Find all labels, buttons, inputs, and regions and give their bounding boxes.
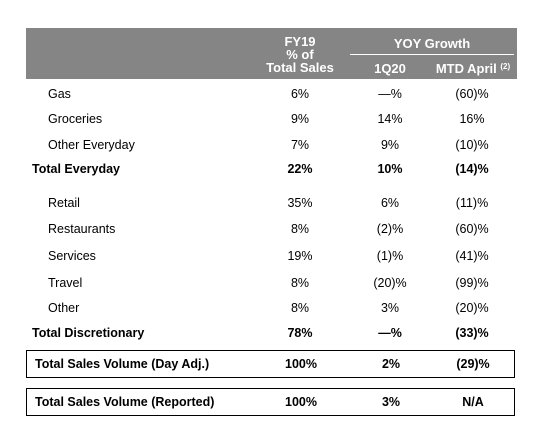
row-fy-share: 6% — [290, 87, 310, 101]
row-1q20: 14% — [377, 112, 403, 126]
row-mtd-april: N/A — [462, 395, 484, 409]
row-label: Other Everyday — [48, 138, 135, 152]
header-fy-line3: Total Sales — [266, 60, 334, 75]
table-row-total-discretionary: Total Discretionary 78% —% (33)% — [0, 326, 544, 346]
row-label: Other — [48, 301, 80, 315]
row-1q20: 10% — [377, 162, 403, 176]
row-mtd-april: (11)% — [455, 196, 489, 210]
row-fy-share: 8% — [290, 276, 310, 290]
row-1q20: —% — [378, 87, 402, 101]
row-1q20: (20)% — [373, 276, 407, 290]
row-mtd-april: (41)% — [455, 249, 489, 263]
row-fy-share: 8% — [290, 222, 310, 236]
row-label: Total Sales Volume (Day Adj.) — [35, 357, 210, 371]
table-row: Services 19% (1)% (41)% — [0, 249, 544, 269]
row-label: Travel — [48, 276, 83, 290]
row-fy-share: 9% — [290, 112, 310, 126]
row-label: Groceries — [48, 112, 103, 126]
table-row-total-everyday: Total Everyday 22% 10% (14)% — [0, 162, 544, 182]
row-mtd-april: (99)% — [455, 276, 489, 290]
header-fy-line2: % of — [286, 47, 314, 62]
table-row-total-day-adjusted: Total Sales Volume (Day Adj.) 100% 2% (2… — [1, 357, 544, 377]
row-label: Total Sales Volume (Reported) — [35, 395, 215, 409]
table-row: Other Everyday 7% 9% (10)% — [0, 138, 544, 158]
row-label: Services — [48, 249, 96, 263]
row-1q20: 9% — [380, 138, 400, 152]
table-row: Retail 35% 6% (11)% — [0, 196, 544, 216]
row-mtd-april: (10)% — [455, 138, 489, 152]
row-fy-share: 78% — [287, 326, 313, 340]
row-mtd-april: (33)% — [455, 326, 489, 340]
row-1q20: 2% — [381, 357, 401, 371]
row-1q20: —% — [378, 326, 402, 340]
row-fy-share: 19% — [287, 249, 313, 263]
row-mtd-april: (60)% — [455, 222, 489, 236]
table-row: Gas 6% —% (60)% — [0, 87, 544, 107]
table-header-band — [26, 28, 517, 79]
row-mtd-april: (14)% — [455, 162, 489, 176]
row-1q20: (1)% — [376, 249, 404, 263]
header-mtd-april: MTD April (2) — [426, 62, 520, 75]
table-row: Restaurants 8% (2)% (60)% — [0, 222, 544, 242]
table-row: Travel 8% (20)% (99)% — [0, 276, 544, 296]
row-fy-share: 7% — [290, 138, 310, 152]
row-1q20: 3% — [380, 301, 400, 315]
total-reported-box: Total Sales Volume (Reported) 100% 3% N/… — [26, 388, 515, 416]
row-fy-share: 100% — [285, 395, 317, 409]
header-yoy-divider — [350, 54, 514, 55]
row-fy-share: 8% — [290, 301, 310, 315]
row-label: Gas — [48, 87, 71, 101]
row-fy-share: 35% — [287, 196, 313, 210]
header-mtd-footnote: (2) — [500, 62, 511, 71]
header-yoy-growth: YOY Growth — [393, 36, 471, 51]
table-row-total-reported: Total Sales Volume (Reported) 100% 3% N/… — [1, 395, 544, 415]
row-label: Restaurants — [48, 222, 116, 236]
row-mtd-april: 16% — [459, 112, 485, 126]
row-label: Total Everyday — [32, 162, 121, 176]
total-day-adjusted-box: Total Sales Volume (Day Adj.) 100% 2% (2… — [26, 350, 515, 378]
table-row: Groceries 9% 14% 16% — [0, 112, 544, 132]
row-fy-share: 100% — [285, 357, 317, 371]
row-1q20: 3% — [381, 395, 401, 409]
header-mtd-label: MTD April — [435, 61, 497, 76]
row-mtd-april: (29)% — [456, 357, 490, 371]
header-fy19-share: FY19 % of Total Sales — [258, 35, 342, 74]
row-label: Total Discretionary — [32, 326, 145, 340]
table-row: Other 8% 3% (20)% — [0, 301, 544, 321]
row-1q20: (2)% — [376, 222, 404, 236]
header-1q20: 1Q20 — [374, 61, 406, 76]
row-mtd-april: (20)% — [455, 301, 489, 315]
row-1q20: 6% — [380, 196, 400, 210]
row-fy-share: 22% — [287, 162, 313, 176]
row-label: Retail — [48, 196, 80, 210]
row-mtd-april: (60)% — [455, 87, 489, 101]
header-fy-line1: FY19 — [284, 34, 316, 49]
